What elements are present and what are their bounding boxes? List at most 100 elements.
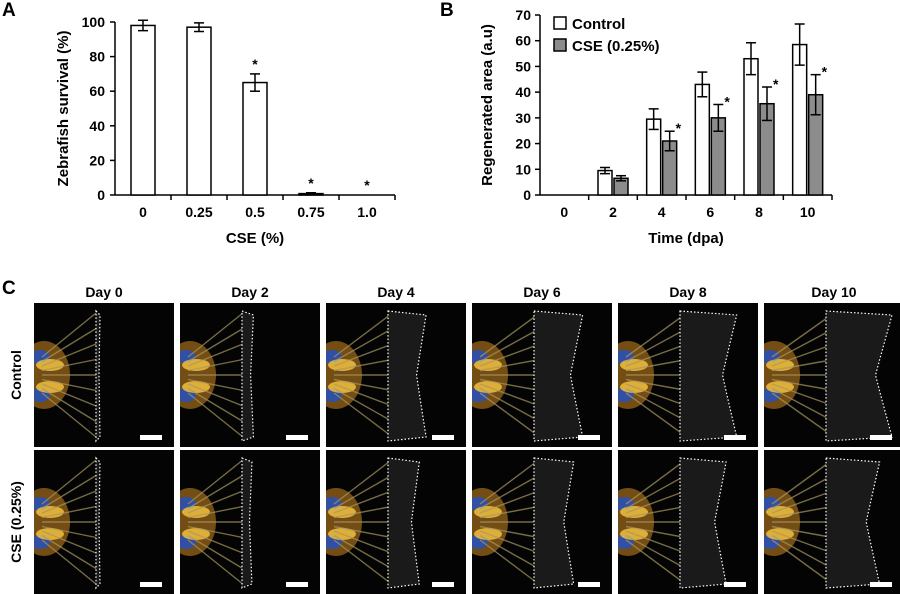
fin-ray (187, 327, 244, 363)
fin-ray (333, 387, 393, 423)
significance-marker: * (724, 93, 730, 109)
significance-marker: * (364, 177, 370, 193)
fin-ray (187, 392, 244, 438)
fin-ray (771, 534, 833, 570)
fin-illustration (472, 310, 584, 442)
fin-ray (41, 474, 97, 510)
fin-image (472, 450, 612, 594)
y-tick-label: 80 (89, 49, 105, 65)
x-tick-label: 0.5 (245, 204, 265, 220)
fin-ray (41, 490, 97, 514)
fin-ray (41, 525, 97, 539)
fin-ray (625, 505, 686, 519)
fin-ray (625, 327, 688, 363)
fin-ray (333, 383, 393, 407)
fin-ray (187, 474, 244, 510)
significance-marker: * (822, 64, 828, 80)
fin-ray (333, 490, 392, 514)
fin-image (34, 450, 174, 594)
fin-ray (479, 358, 540, 372)
fin-ray (771, 378, 835, 392)
fin-ray (187, 505, 243, 519)
day-label: Day 10 (811, 284, 857, 300)
fin-ray (187, 358, 244, 372)
fin-ray (41, 327, 97, 363)
fin-ray (625, 490, 686, 514)
fin-image (34, 303, 174, 447)
panel-c-letter: C (2, 278, 16, 299)
fin-ray (187, 490, 244, 514)
fin-ray (479, 387, 541, 423)
fin-image (180, 450, 320, 594)
fin-ray (771, 387, 835, 423)
x-tick-label: 1.0 (357, 204, 377, 220)
regenerate-outline (679, 310, 738, 442)
fin-ray (333, 392, 393, 438)
y-tick-label: 70 (515, 7, 531, 23)
y-tick-label: 60 (89, 83, 105, 99)
fin-ray (333, 378, 393, 392)
day-label: Day 6 (523, 284, 561, 300)
legend-label: Control (572, 16, 625, 33)
fin-ray (771, 459, 833, 505)
fin-ray (625, 530, 686, 554)
scale-bar (578, 582, 600, 587)
fin-illustration (34, 309, 101, 443)
fin-ray (479, 474, 539, 510)
fin-ray (625, 383, 688, 407)
fin-ray (41, 534, 97, 570)
fin-ray (41, 358, 97, 372)
regenerate-outline (241, 457, 253, 589)
fin-ray (479, 327, 541, 363)
fin-image (472, 303, 612, 447)
significance-marker: * (773, 76, 779, 92)
fin-ray (333, 530, 392, 554)
y-tick-label: 100 (82, 14, 106, 30)
scale-bar (286, 582, 308, 587)
fin-image (618, 450, 758, 594)
fin-ray (333, 505, 392, 519)
scale-bar (286, 435, 308, 440)
fin-ray (333, 343, 393, 367)
significance-marker: * (252, 56, 258, 72)
panel-b-letter: B (440, 0, 454, 21)
fin-illustration (472, 457, 575, 589)
row-label: Control (8, 350, 24, 400)
row-label: CSE (0.25%) (8, 481, 24, 563)
fin-ray (771, 539, 833, 585)
fin-ray (479, 505, 539, 519)
fin-ray (625, 392, 688, 438)
fin-ray (771, 312, 835, 358)
survival-chart: 0 20 40 60 80 100 0 0.25 * 0.5 * 0.75 * 1.0 CSE (%) Zeb… (55, 14, 396, 247)
bar (130, 24, 156, 196)
fin-ray (479, 534, 539, 570)
fin-ray (479, 383, 541, 407)
scale-bar (578, 435, 600, 440)
regenerate-outline (825, 457, 881, 589)
fin-image (326, 450, 466, 594)
fin-ray (41, 383, 97, 407)
fin-ray (771, 358, 835, 372)
fin-ray (187, 387, 244, 423)
regenerate-outline (241, 310, 255, 442)
fin-illustration (180, 457, 253, 589)
fin-ray (771, 343, 835, 367)
scale-bar (870, 582, 892, 587)
fin-ray (625, 534, 686, 570)
x-tick-label: 10 (800, 204, 816, 220)
bar-control (743, 57, 759, 196)
fin-ray (771, 474, 833, 510)
fin-ray (771, 530, 833, 554)
fin-ray (479, 530, 539, 554)
legend-swatch (553, 38, 567, 52)
fin-ray (41, 312, 97, 358)
scale-bar (432, 435, 454, 440)
regenerate-outline (825, 310, 893, 442)
fin-ray (187, 383, 244, 407)
fin-image (326, 303, 466, 447)
fin-ray (625, 343, 688, 367)
regenerate-outline (679, 457, 727, 589)
fin-ray (333, 539, 392, 585)
x-tick-label: 4 (658, 204, 666, 220)
fin-ray (479, 490, 539, 514)
